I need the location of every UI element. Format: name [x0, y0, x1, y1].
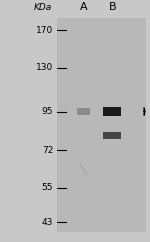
Text: 55: 55 — [42, 183, 53, 192]
Text: 72: 72 — [42, 146, 53, 155]
Text: 170: 170 — [36, 26, 53, 35]
Text: 43: 43 — [42, 218, 53, 227]
Text: B: B — [109, 2, 116, 12]
Text: KDa: KDa — [33, 3, 52, 12]
FancyBboxPatch shape — [103, 107, 122, 116]
FancyBboxPatch shape — [103, 132, 122, 139]
Text: 95: 95 — [42, 107, 53, 116]
FancyBboxPatch shape — [57, 18, 146, 232]
Text: 130: 130 — [36, 63, 53, 72]
FancyBboxPatch shape — [76, 108, 90, 115]
Text: A: A — [80, 2, 87, 12]
